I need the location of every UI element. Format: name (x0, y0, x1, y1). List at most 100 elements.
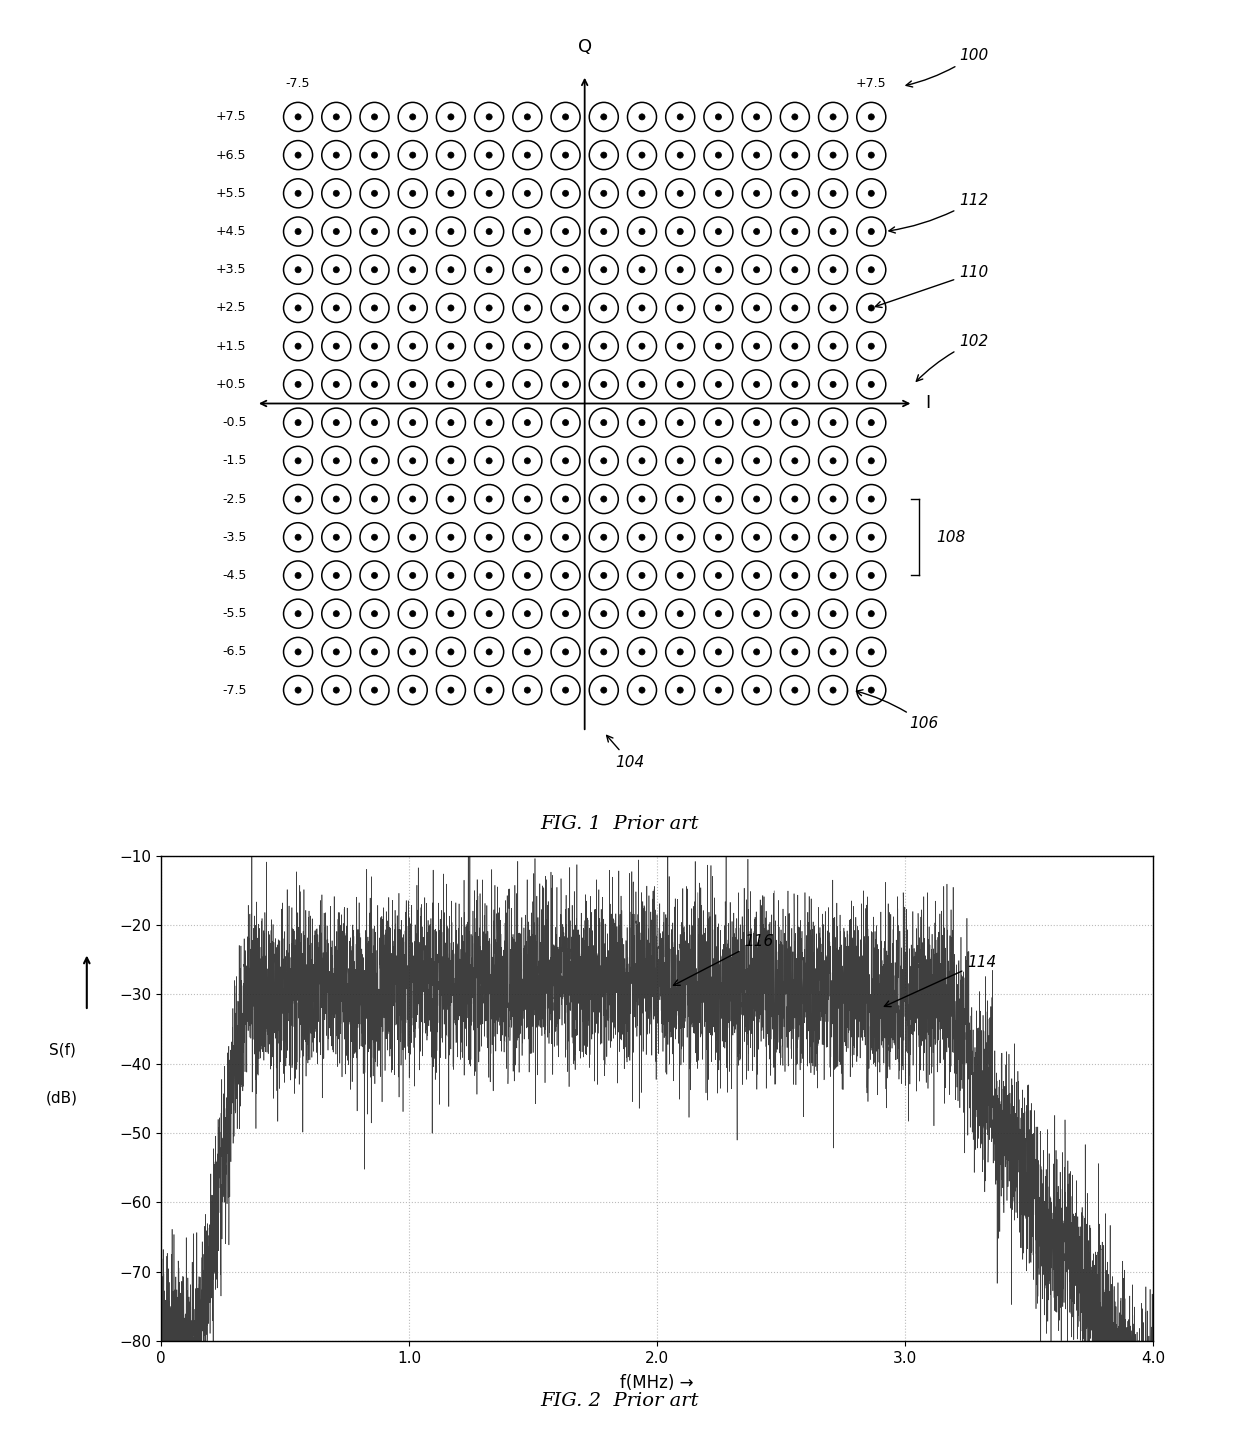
Text: FIG. 1  Prior art: FIG. 1 Prior art (541, 815, 699, 832)
Circle shape (754, 458, 760, 464)
Circle shape (295, 534, 301, 541)
Circle shape (868, 381, 874, 387)
Text: +0.5: +0.5 (216, 378, 247, 392)
Circle shape (525, 458, 531, 464)
Circle shape (486, 190, 492, 196)
Circle shape (754, 152, 760, 158)
Text: +7.5: +7.5 (856, 77, 887, 90)
Circle shape (525, 267, 531, 273)
Circle shape (639, 344, 645, 349)
Circle shape (295, 344, 301, 349)
Circle shape (677, 610, 683, 616)
Circle shape (639, 496, 645, 502)
Circle shape (334, 458, 340, 464)
Circle shape (409, 344, 415, 349)
Circle shape (334, 304, 340, 310)
Text: +3.5: +3.5 (216, 264, 247, 277)
Circle shape (409, 573, 415, 579)
Circle shape (409, 115, 415, 120)
Circle shape (677, 152, 683, 158)
Circle shape (639, 534, 645, 541)
Circle shape (525, 419, 531, 426)
Text: 100: 100 (906, 48, 988, 87)
Circle shape (639, 229, 645, 235)
Text: (dB): (dB) (46, 1090, 78, 1106)
Circle shape (792, 304, 797, 310)
Circle shape (409, 496, 415, 502)
Circle shape (639, 648, 645, 655)
Circle shape (295, 267, 301, 273)
Circle shape (295, 152, 301, 158)
Text: FIG. 2  Prior art: FIG. 2 Prior art (541, 1392, 699, 1409)
Circle shape (448, 573, 454, 579)
Circle shape (563, 496, 569, 502)
Text: 114: 114 (884, 954, 997, 1006)
Circle shape (448, 648, 454, 655)
Circle shape (677, 496, 683, 502)
Circle shape (334, 610, 340, 616)
Circle shape (486, 610, 492, 616)
Circle shape (754, 573, 760, 579)
Circle shape (677, 229, 683, 235)
Circle shape (715, 229, 722, 235)
Circle shape (600, 534, 606, 541)
Circle shape (486, 458, 492, 464)
Circle shape (486, 573, 492, 579)
Circle shape (600, 496, 606, 502)
Circle shape (295, 687, 301, 693)
Circle shape (639, 610, 645, 616)
Circle shape (525, 573, 531, 579)
Circle shape (409, 534, 415, 541)
Circle shape (792, 190, 797, 196)
Circle shape (372, 190, 377, 196)
Circle shape (334, 229, 340, 235)
Text: +4.5: +4.5 (216, 225, 247, 238)
Circle shape (868, 152, 874, 158)
Circle shape (715, 304, 722, 310)
Circle shape (600, 229, 606, 235)
Circle shape (830, 190, 836, 196)
Circle shape (754, 419, 760, 426)
Circle shape (868, 229, 874, 235)
Text: -0.5: -0.5 (222, 416, 247, 429)
Circle shape (754, 190, 760, 196)
Circle shape (677, 344, 683, 349)
Circle shape (792, 152, 797, 158)
Circle shape (677, 573, 683, 579)
Circle shape (563, 190, 569, 196)
Circle shape (600, 458, 606, 464)
Circle shape (448, 381, 454, 387)
Text: -7.5: -7.5 (222, 683, 247, 696)
Circle shape (563, 610, 569, 616)
Circle shape (715, 344, 722, 349)
Circle shape (334, 152, 340, 158)
Circle shape (295, 229, 301, 235)
Circle shape (372, 458, 377, 464)
Circle shape (525, 648, 531, 655)
Circle shape (639, 267, 645, 273)
Circle shape (295, 573, 301, 579)
Circle shape (830, 458, 836, 464)
Circle shape (525, 610, 531, 616)
Circle shape (448, 190, 454, 196)
Circle shape (830, 229, 836, 235)
Circle shape (563, 534, 569, 541)
Circle shape (754, 648, 760, 655)
Circle shape (830, 344, 836, 349)
Circle shape (486, 304, 492, 310)
Circle shape (715, 648, 722, 655)
Circle shape (830, 152, 836, 158)
Circle shape (600, 381, 606, 387)
Circle shape (715, 381, 722, 387)
Circle shape (677, 419, 683, 426)
Circle shape (600, 344, 606, 349)
Circle shape (486, 534, 492, 541)
Circle shape (868, 458, 874, 464)
Circle shape (754, 496, 760, 502)
Circle shape (334, 573, 340, 579)
Circle shape (334, 419, 340, 426)
Circle shape (525, 344, 531, 349)
Circle shape (448, 458, 454, 464)
Circle shape (830, 648, 836, 655)
Circle shape (409, 152, 415, 158)
